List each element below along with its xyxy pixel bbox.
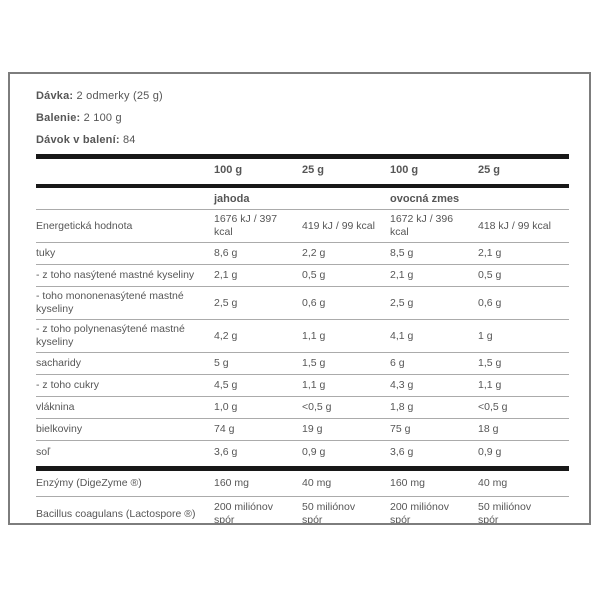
row-value: <0,5 g xyxy=(478,401,508,413)
row-value: 200 miliónov spór xyxy=(390,501,449,525)
column-header-100g-a: 100 g xyxy=(214,163,243,176)
row-value: 160 mg xyxy=(390,477,426,489)
row-label: Enzýmy (DigeZyme ®) xyxy=(36,477,142,489)
row-label: sacharidy xyxy=(36,357,81,369)
servings-per-package-value: 84 xyxy=(122,134,136,146)
row-value: 0,9 g xyxy=(478,445,502,458)
row-value: 40 mg xyxy=(478,477,508,489)
serving-size-value: 2 odmerky (25 g) xyxy=(76,90,163,102)
row-value: 1 g xyxy=(478,329,493,342)
row-label: Bacillus coagulans (Lactospore ®) xyxy=(36,507,196,520)
row-value: 3,6 g xyxy=(390,445,414,458)
row-value: 40 mg xyxy=(302,477,332,489)
section-divider-header xyxy=(36,184,569,188)
table-row-monounsaturated-fat: - toho mononenasýtené mastné kyseliny 2,… xyxy=(36,287,569,320)
row-label: tuky xyxy=(36,247,56,259)
row-value: 3,6 g xyxy=(214,445,238,458)
row-value: 5 g xyxy=(214,357,229,369)
table-row-polyunsaturated-fat: - z toho polynenasýtené mastné kyseliny … xyxy=(36,320,569,353)
row-value: 4,1 g xyxy=(390,329,414,342)
row-label: soľ xyxy=(36,445,51,458)
table-row-saturated-fat: - z toho nasýtené mastné kyseliny 2,1 g … xyxy=(36,265,569,287)
package-size-value: 2 100 g xyxy=(83,112,122,124)
row-value: 1,1 g xyxy=(478,379,502,391)
table-row-salt: soľ 3,6 g 0,9 g 3,6 g 0,9 g xyxy=(36,441,569,463)
row-value: 0,5 g xyxy=(302,269,326,281)
row-value: 75 g xyxy=(390,423,411,435)
row-value: 2,2 g xyxy=(302,247,326,259)
row-value: 8,6 g xyxy=(214,247,238,259)
servings-per-package-label: Dávok v balení: xyxy=(36,134,120,146)
row-value: 0,9 g xyxy=(302,445,326,458)
row-value: 0,5 g xyxy=(478,269,502,281)
row-label: bielkoviny xyxy=(36,423,83,435)
package-size-line: Balenie: 2 100 g xyxy=(36,107,569,129)
variant-header-row: jahoda ovocná zmes xyxy=(36,188,569,210)
row-value: 419 kJ / 99 kcal xyxy=(302,219,375,232)
row-value: 1676 kJ / 397 kcal xyxy=(214,213,278,238)
row-label: - toho mononenasýtené mastné kyseliny xyxy=(36,290,184,315)
row-value: 1,1 g xyxy=(302,379,326,391)
table-row-fiber: vláknina 1,0 g <0,5 g 1,8 g <0,5 g xyxy=(36,397,569,419)
serving-size-line: Dávka: 2 odmerky (25 g) xyxy=(36,85,569,107)
section-divider-top xyxy=(36,154,569,159)
row-value: <0,5 g xyxy=(302,401,332,413)
servings-per-package-line: Dávok v balení: 84 xyxy=(36,129,569,151)
table-row-bacillus-coagulans: Bacillus coagulans (Lactospore ®) 200 mi… xyxy=(36,497,569,525)
row-value: 4,3 g xyxy=(390,379,414,391)
row-label: - z toho cukry xyxy=(36,379,100,391)
row-value: 200 miliónov spór xyxy=(214,501,273,525)
row-value: 1,1 g xyxy=(302,329,326,342)
table-row-sugars: - z toho cukry 4,5 g 1,1 g 4,3 g 1,1 g xyxy=(36,375,569,397)
row-value: 1,5 g xyxy=(478,357,502,369)
row-value: 0,6 g xyxy=(302,296,326,309)
column-header-25g-b: 25 g xyxy=(478,163,501,176)
row-value: 0,6 g xyxy=(478,296,502,309)
row-value: 4,2 g xyxy=(214,329,238,342)
row-value: 4,5 g xyxy=(214,379,238,391)
variant-header-fruit-mix: ovocná zmes xyxy=(390,192,460,205)
package-size-label: Balenie: xyxy=(36,112,81,124)
row-value: 50 miliónov spór xyxy=(478,501,532,525)
table-row-enzymes: Enzýmy (DigeZyme ®) 160 mg 40 mg 160 mg … xyxy=(36,471,569,497)
variant-header-strawberry: jahoda xyxy=(214,192,250,205)
row-value: 2,5 g xyxy=(390,296,414,309)
table-row-protein: bielkoviny 74 g 19 g 75 g 18 g xyxy=(36,419,569,441)
row-value: 2,1 g xyxy=(390,269,414,281)
row-label: - z toho polynenasýtené mastné kyseliny xyxy=(36,323,185,348)
column-header-100g-b: 100 g xyxy=(390,163,419,176)
row-value: 74 g xyxy=(214,423,235,435)
table-row-energy: Energetická hodnota 1676 kJ / 397 kcal 4… xyxy=(36,210,569,243)
row-value: 1,5 g xyxy=(302,357,326,369)
row-value: 1672 kJ / 396 kcal xyxy=(390,213,454,238)
row-value: 8,5 g xyxy=(390,247,414,259)
row-value: 50 miliónov spór xyxy=(302,501,356,525)
row-value: 19 g xyxy=(302,423,323,435)
row-label: vláknina xyxy=(36,401,75,413)
row-value: 1,0 g xyxy=(214,401,238,413)
row-value: 418 kJ / 99 kcal xyxy=(478,219,551,232)
row-value: 2,1 g xyxy=(214,269,238,281)
table-row-fat: tuky 8,6 g 2,2 g 8,5 g 2,1 g xyxy=(36,243,569,265)
row-value: 18 g xyxy=(478,423,499,435)
serving-size-label: Dávka: xyxy=(36,90,74,102)
row-value: 6 g xyxy=(390,357,405,369)
column-header-25g-a: 25 g xyxy=(302,163,325,176)
column-header-row: 100 g 25 g 100 g 25 g xyxy=(36,159,569,181)
row-value: 1,8 g xyxy=(390,401,414,413)
row-value: 160 mg xyxy=(214,477,250,489)
row-value: 2,1 g xyxy=(478,247,502,259)
section-divider-supplements xyxy=(36,466,569,471)
table-row-carbohydrates: sacharidy 5 g 1,5 g 6 g 1,5 g xyxy=(36,353,569,375)
row-value: 2,5 g xyxy=(214,296,238,309)
row-label: - z toho nasýtené mastné kyseliny xyxy=(36,269,195,281)
row-label: Energetická hodnota xyxy=(36,219,133,232)
nutrition-facts-card: Dávka: 2 odmerky (25 g) Balenie: 2 100 g… xyxy=(8,72,591,525)
